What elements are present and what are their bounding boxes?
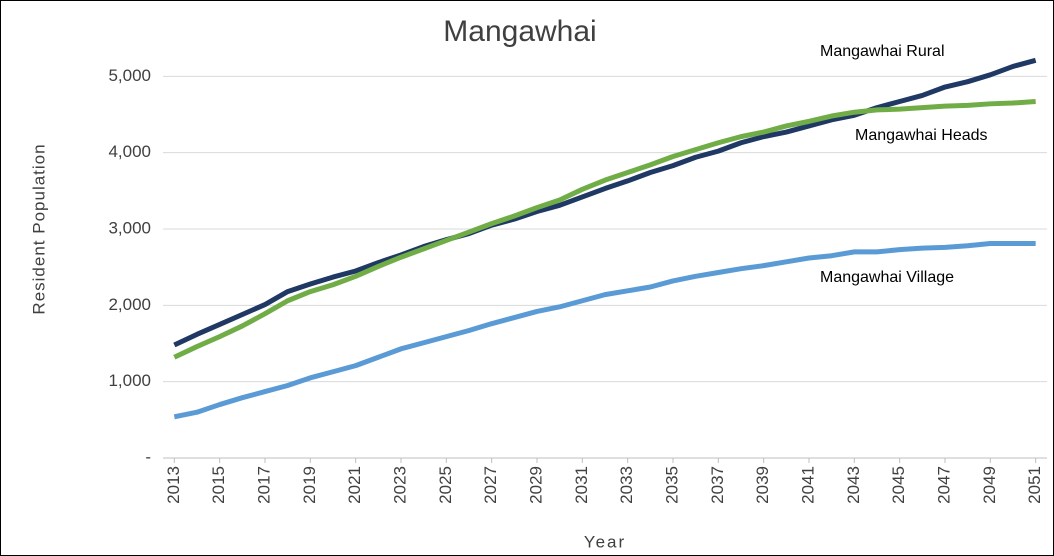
y-tick-label: 5,000 — [108, 66, 151, 85]
series-label: Mangawhai Rural — [820, 43, 945, 60]
x-tick-label: 2015 — [209, 466, 228, 504]
series-label: Mangawhai Heads — [855, 127, 988, 144]
x-tick-label: 2041 — [798, 466, 817, 504]
series-line — [173, 99, 1036, 360]
x-tick-label: 2033 — [617, 466, 636, 504]
x-tick-label: 2037 — [708, 466, 727, 504]
series-label: Mangawhai Village — [820, 269, 954, 286]
series-line — [173, 241, 1036, 420]
x-tick-label: 2025 — [436, 466, 455, 504]
y-tick-label: 4,000 — [108, 142, 151, 161]
x-tick-label: 2043 — [844, 466, 863, 504]
x-tick-label: 2051 — [1025, 466, 1044, 504]
x-tick-label: 2029 — [526, 466, 545, 504]
x-tick-label: 2035 — [662, 466, 681, 504]
x-tick-label: 2023 — [390, 466, 409, 504]
x-tick-label: 2031 — [572, 466, 591, 504]
x-tick-label: 2013 — [164, 466, 183, 504]
x-tick-label: 2019 — [300, 466, 319, 504]
y-tick-label: 3,000 — [108, 218, 151, 237]
y-tick-label: - — [145, 447, 151, 466]
x-tick-label: 2039 — [753, 466, 772, 504]
x-tick-label: 2021 — [345, 466, 364, 504]
x-tick-label: 2027 — [481, 466, 500, 504]
x-tick-label: 2045 — [889, 466, 908, 504]
y-tick-label: 1,000 — [108, 371, 151, 390]
x-axis-label: Year — [584, 532, 626, 551]
y-axis-label: Resident Population — [29, 143, 48, 314]
series-line — [173, 57, 1037, 348]
x-tick-label: 2017 — [254, 466, 273, 504]
x-tick-label: 2047 — [934, 466, 953, 504]
chart-title: Mangawhai — [443, 15, 596, 48]
x-tick-label: 2049 — [980, 466, 999, 504]
y-tick-label: 2,000 — [108, 295, 151, 314]
